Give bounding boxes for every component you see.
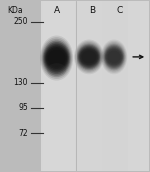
Ellipse shape [78, 45, 100, 69]
Ellipse shape [82, 51, 96, 63]
Text: A: A [54, 6, 60, 15]
Ellipse shape [101, 40, 127, 74]
Ellipse shape [104, 44, 124, 70]
Ellipse shape [104, 45, 124, 69]
Ellipse shape [74, 40, 104, 74]
Ellipse shape [44, 44, 69, 72]
Text: 130: 130 [13, 78, 28, 87]
Ellipse shape [103, 45, 124, 69]
Text: 72: 72 [18, 129, 28, 138]
Ellipse shape [107, 51, 121, 63]
Ellipse shape [40, 36, 73, 81]
Ellipse shape [78, 46, 100, 68]
Ellipse shape [46, 46, 68, 70]
Ellipse shape [79, 46, 99, 68]
Ellipse shape [47, 63, 66, 77]
Ellipse shape [105, 46, 123, 68]
Text: B: B [90, 6, 96, 15]
Ellipse shape [43, 42, 70, 74]
Ellipse shape [75, 41, 103, 73]
Ellipse shape [45, 45, 68, 72]
Ellipse shape [48, 50, 65, 67]
Bar [75, 1, 102, 171]
Ellipse shape [44, 43, 69, 73]
Bar [43, 1, 75, 171]
Ellipse shape [80, 48, 98, 66]
Ellipse shape [45, 45, 68, 71]
Ellipse shape [106, 49, 122, 65]
Ellipse shape [103, 43, 125, 70]
Ellipse shape [102, 41, 127, 73]
Ellipse shape [77, 45, 101, 69]
Ellipse shape [47, 48, 66, 68]
Ellipse shape [76, 42, 102, 72]
Text: C: C [116, 6, 122, 15]
Ellipse shape [78, 44, 100, 70]
Ellipse shape [46, 47, 67, 69]
Ellipse shape [106, 48, 122, 66]
Bar [41, 1, 149, 171]
Ellipse shape [76, 43, 102, 70]
Text: 95: 95 [18, 104, 28, 112]
Text: 250: 250 [13, 17, 28, 26]
Ellipse shape [105, 47, 123, 67]
Ellipse shape [80, 49, 98, 65]
Ellipse shape [41, 37, 72, 79]
Ellipse shape [44, 42, 70, 74]
Ellipse shape [106, 49, 123, 65]
Ellipse shape [43, 41, 70, 76]
Ellipse shape [79, 49, 99, 65]
Ellipse shape [107, 50, 121, 64]
Ellipse shape [46, 47, 67, 69]
Ellipse shape [81, 50, 97, 64]
Bar [102, 1, 128, 171]
Ellipse shape [104, 46, 124, 68]
Text: KDa: KDa [7, 7, 23, 15]
Ellipse shape [42, 39, 72, 77]
Ellipse shape [102, 42, 126, 72]
Ellipse shape [79, 47, 99, 67]
Ellipse shape [105, 47, 123, 67]
Ellipse shape [42, 40, 71, 76]
Ellipse shape [79, 47, 99, 67]
